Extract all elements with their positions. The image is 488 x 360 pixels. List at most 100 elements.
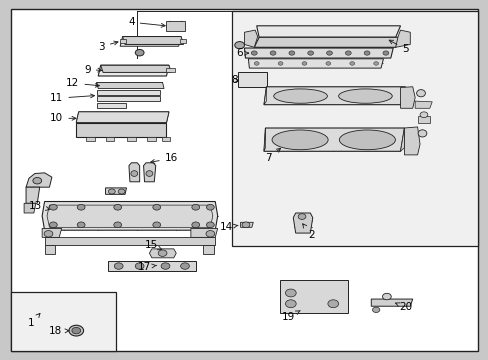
Text: 15: 15 xyxy=(145,240,162,250)
Polygon shape xyxy=(129,163,140,182)
Ellipse shape xyxy=(205,230,214,237)
Ellipse shape xyxy=(269,51,275,55)
Bar xyxy=(127,137,136,140)
Polygon shape xyxy=(264,87,266,105)
Polygon shape xyxy=(47,205,212,227)
Polygon shape xyxy=(404,127,419,155)
Ellipse shape xyxy=(206,204,214,210)
Ellipse shape xyxy=(234,41,244,49)
Bar xyxy=(238,72,267,87)
Text: 19: 19 xyxy=(281,311,300,322)
Text: 11: 11 xyxy=(50,93,94,103)
Ellipse shape xyxy=(382,293,390,300)
Ellipse shape xyxy=(327,300,338,308)
Polygon shape xyxy=(264,87,405,105)
Ellipse shape xyxy=(326,51,332,55)
Ellipse shape xyxy=(325,62,330,65)
Polygon shape xyxy=(293,213,312,233)
Ellipse shape xyxy=(416,90,425,97)
Text: 20: 20 xyxy=(395,302,411,312)
Polygon shape xyxy=(240,222,253,227)
Bar xyxy=(105,137,114,140)
Polygon shape xyxy=(254,37,400,47)
Ellipse shape xyxy=(49,222,57,228)
Polygon shape xyxy=(98,65,168,76)
Polygon shape xyxy=(76,123,166,137)
Ellipse shape xyxy=(339,130,395,150)
Bar xyxy=(86,137,95,140)
Ellipse shape xyxy=(69,325,83,336)
Ellipse shape xyxy=(298,214,305,220)
Polygon shape xyxy=(264,128,404,151)
Ellipse shape xyxy=(373,62,378,65)
Polygon shape xyxy=(101,65,171,72)
Bar xyxy=(97,96,160,101)
Ellipse shape xyxy=(191,204,199,210)
Ellipse shape xyxy=(72,327,81,334)
Bar xyxy=(120,39,126,43)
Polygon shape xyxy=(244,30,257,47)
Ellipse shape xyxy=(146,171,153,176)
Polygon shape xyxy=(256,26,400,37)
Bar xyxy=(180,39,185,43)
Text: 7: 7 xyxy=(265,148,280,163)
Ellipse shape xyxy=(302,62,306,65)
Ellipse shape xyxy=(49,204,57,210)
Ellipse shape xyxy=(77,204,85,210)
Ellipse shape xyxy=(288,51,294,55)
Ellipse shape xyxy=(271,130,327,150)
Bar xyxy=(147,137,156,140)
Bar xyxy=(166,68,175,72)
Polygon shape xyxy=(24,203,36,213)
Polygon shape xyxy=(42,228,61,237)
Ellipse shape xyxy=(338,89,391,103)
Bar xyxy=(279,280,347,313)
Polygon shape xyxy=(122,37,183,44)
Ellipse shape xyxy=(114,222,122,228)
Ellipse shape xyxy=(242,222,249,228)
Polygon shape xyxy=(264,128,265,151)
Ellipse shape xyxy=(108,189,115,194)
Polygon shape xyxy=(143,163,156,182)
Ellipse shape xyxy=(180,263,189,269)
Polygon shape xyxy=(190,228,217,237)
Text: 5: 5 xyxy=(388,40,408,54)
Text: 12: 12 xyxy=(66,78,99,88)
Polygon shape xyxy=(76,112,168,123)
Bar xyxy=(203,244,213,253)
Ellipse shape xyxy=(161,263,169,269)
Text: 4: 4 xyxy=(128,17,165,27)
Text: 14: 14 xyxy=(219,222,238,232)
Ellipse shape xyxy=(419,112,427,118)
Text: 3: 3 xyxy=(98,41,118,51)
Text: 13: 13 xyxy=(29,201,50,211)
Bar xyxy=(11,292,116,351)
Text: 6: 6 xyxy=(236,48,248,58)
Bar xyxy=(108,261,195,271)
Polygon shape xyxy=(105,188,126,194)
Ellipse shape xyxy=(273,89,327,103)
Text: 16: 16 xyxy=(150,153,178,163)
Ellipse shape xyxy=(44,230,53,237)
Polygon shape xyxy=(42,202,217,230)
Polygon shape xyxy=(149,249,176,258)
Ellipse shape xyxy=(118,189,125,194)
Ellipse shape xyxy=(114,263,123,269)
Ellipse shape xyxy=(114,204,122,210)
Ellipse shape xyxy=(135,49,144,56)
Text: 17: 17 xyxy=(138,262,156,272)
Ellipse shape xyxy=(153,204,160,210)
Polygon shape xyxy=(244,48,392,58)
Polygon shape xyxy=(76,112,168,123)
Text: 18: 18 xyxy=(49,326,69,336)
Polygon shape xyxy=(248,59,383,68)
Polygon shape xyxy=(400,87,414,108)
Polygon shape xyxy=(370,299,412,306)
Polygon shape xyxy=(120,37,181,46)
Ellipse shape xyxy=(278,62,283,65)
Ellipse shape xyxy=(191,222,199,228)
Polygon shape xyxy=(26,173,52,187)
Bar xyxy=(97,90,160,95)
Polygon shape xyxy=(417,116,429,123)
Bar xyxy=(44,244,55,253)
